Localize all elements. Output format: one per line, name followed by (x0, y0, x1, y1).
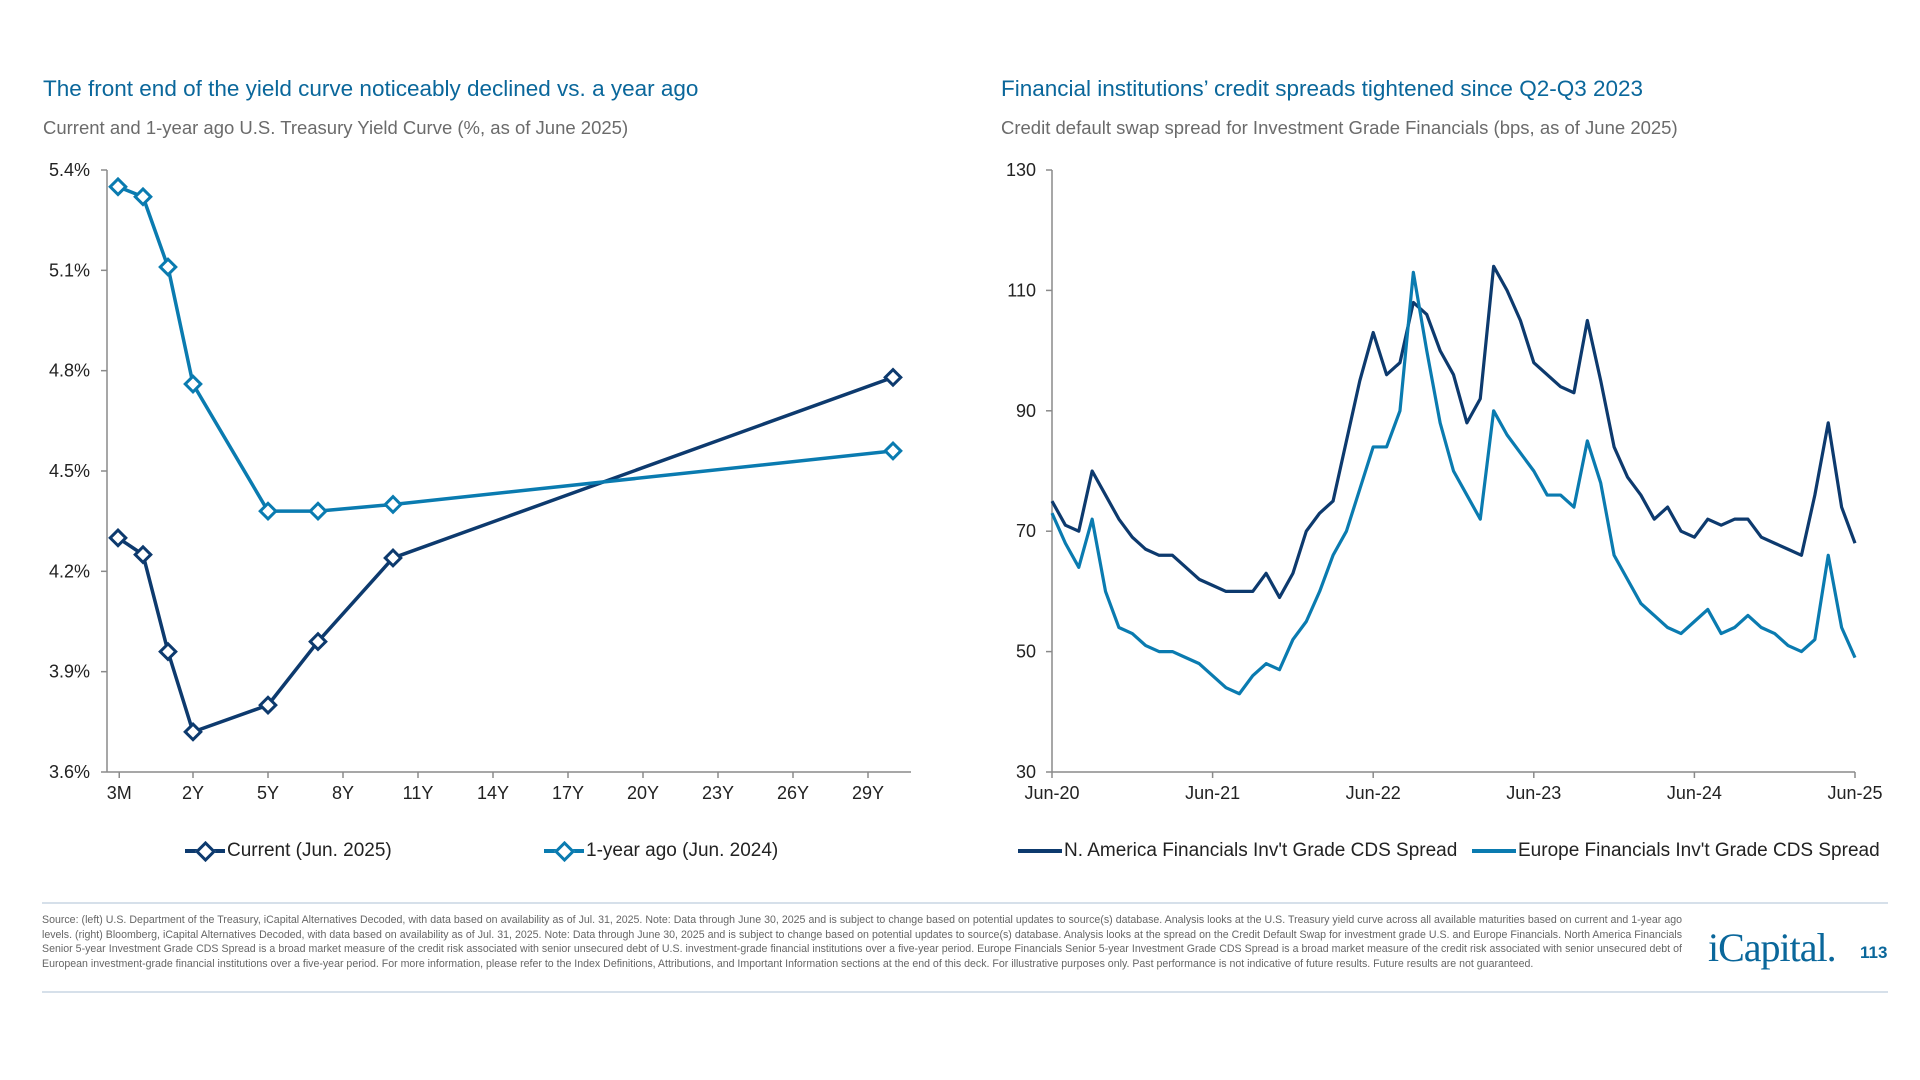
x-tick-label: Jun-21 (1185, 783, 1240, 803)
diamond-marker (883, 367, 903, 388)
legend-label: 1-year ago (Jun. 2024) (586, 840, 779, 861)
x-tick-label: Jun-25 (1827, 783, 1882, 803)
diamond-marker (158, 257, 178, 277)
y-tick-label: 5.4% (49, 160, 90, 180)
left-chart-title: The front end of the yield curve noticea… (43, 76, 699, 101)
y-tick-label: 30 (1016, 762, 1036, 782)
series-line-1 (117, 185, 894, 513)
x-tick-label: 20Y (627, 783, 659, 803)
diamond-marker (158, 641, 178, 662)
diamond-marker (383, 548, 403, 568)
diamond-marker (258, 695, 278, 716)
diamond-marker (308, 501, 328, 522)
right-chart-subtitle: Credit default swap spread for Investmen… (1001, 117, 1678, 138)
x-tick-label: 2Y (182, 783, 204, 803)
legend-label: Current (Jun. 2025) (227, 840, 392, 861)
x-tick-label: 5Y (257, 783, 279, 803)
europe-cds-line (1050, 270, 1857, 696)
diamond-marker (258, 501, 278, 522)
legend-swatch-year-ago (544, 839, 584, 863)
x-tick-label: 29Y (852, 783, 884, 803)
diamond-marker (108, 527, 128, 548)
x-tick-label: Jun-23 (1506, 783, 1561, 803)
legend-item-eu-cds: Europe Financials Inv't Grade CDS Spread (1472, 839, 1880, 863)
series-line-0 (117, 375, 894, 734)
legend-label: N. America Financials Inv't Grade CDS Sp… (1064, 840, 1458, 861)
y-tick-label: 4.5% (49, 461, 90, 481)
x-tick-label: 17Y (552, 783, 584, 803)
y-tick-label: 70 (1016, 521, 1036, 541)
page-number: 113 (1860, 943, 1888, 962)
footer-divider-top (42, 902, 1888, 904)
legend-swatch-current (185, 839, 225, 863)
y-tick-label: 4.2% (49, 561, 90, 581)
x-tick-label: 26Y (777, 783, 809, 803)
icapital-logo: iCapital. (1708, 925, 1837, 970)
left-chart-subtitle: Current and 1-year ago U.S. Treasury Yie… (43, 117, 629, 138)
source-footnote: Source: (left) U.S. Department of the Tr… (42, 914, 1682, 970)
diamond-marker (308, 631, 328, 652)
x-tick-label: 8Y (332, 783, 354, 803)
diamond-marker (183, 374, 203, 394)
diamond-marker (183, 721, 203, 742)
x-tick-label: 14Y (477, 783, 509, 803)
charts-canvas: 5.4% 5.1% 4.8% 4.5% 4.2% 3.9% 3.6% 3M 2Y 5Y 8Y 11Y 1… (49, 160, 1883, 803)
y-tick-label: 90 (1016, 401, 1036, 421)
diamond-marker (383, 494, 403, 515)
diamond-marker (133, 544, 153, 565)
legend-label: Europe Financials Inv't Grade CDS Spread (1518, 840, 1880, 861)
y-tick-label: 110 (1007, 280, 1036, 300)
y-tick-label: 130 (1006, 160, 1036, 180)
x-tick-label: 23Y (702, 783, 734, 803)
legend-item-na-cds: N. America Financials Inv't Grade CDS Sp… (1018, 839, 1457, 863)
x-tick-label: Jun-24 (1667, 783, 1722, 803)
right-chart-title: Financial institutions’ credit spreads t… (1001, 76, 1644, 101)
x-tick-label: Jun-22 (1346, 783, 1401, 803)
diamond-marker (883, 441, 903, 461)
na-cds-line (1050, 264, 1857, 600)
diamond-marker (108, 176, 128, 197)
legend-swatch-na (1018, 839, 1062, 863)
y-tick-label: 3.9% (49, 662, 90, 682)
x-tick-label: 11Y (403, 783, 434, 803)
y-tick-label: 5.1% (49, 260, 90, 280)
legend-item-year-ago: 1-year ago (Jun. 2024) (544, 839, 778, 863)
y-tick-label: 3.6% (49, 762, 90, 782)
diamond-marker (133, 186, 153, 207)
x-tick-label: 3M (107, 783, 132, 803)
legend-swatch-eu (1472, 839, 1516, 863)
y-tick-label: 4.8% (49, 361, 90, 381)
x-tick-label: Jun-20 (1024, 783, 1079, 803)
legend-item-current: Current (Jun. 2025) (185, 839, 392, 863)
footer-divider-bottom (42, 991, 1888, 993)
y-tick-label: 50 (1016, 642, 1036, 662)
